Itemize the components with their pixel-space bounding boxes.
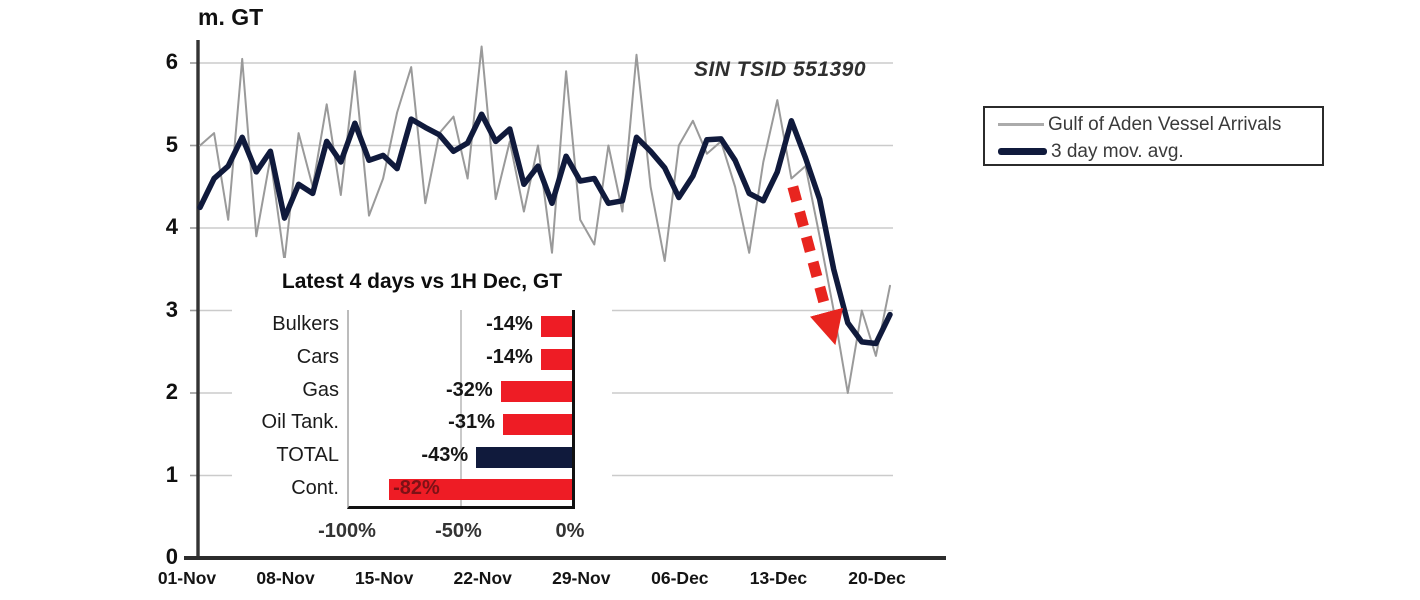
inset-bar-chart: Latest 4 days vs 1H Dec, GT Bulkers Cars G… [232,258,612,552]
y-tick-label: 3 [165,296,178,322]
series-line-1 [197,111,893,347]
legend-line-swatch [998,148,1047,155]
series-line-0 [199,45,891,394]
inset-bar-value-label: -14% [486,313,533,336]
inset-bar-value-label: -82% [393,476,440,499]
legend-item: Gulf of Aden Vessel Arrivals [985,111,1322,138]
inset-category-label: Oil Tank. [261,411,339,434]
x-tick-label: 06-Dec [651,568,709,588]
inset-title: Latest 4 days vs 1H Dec, GT [281,270,563,293]
y-axis-title: m. GT [198,4,264,30]
y-tick-label: 4 [165,214,178,239]
inset-bar-cont [389,479,572,501]
inset-bar-value-label: -31% [448,411,495,434]
x-tick-label: 15-Nov [354,568,414,588]
legend-item: 3 day mov. avg. [985,138,1322,165]
inset-x-tick-label: 0% [555,520,585,542]
x-tick-label: 01-Nov [157,568,217,588]
x-tick-label: 13-Dec [749,568,808,588]
drop-arrow [787,185,843,346]
inset-x-tick-label: -50% [435,520,482,542]
x-tick-label: 08-Nov [256,568,315,588]
inset-category-label: Cont. [291,476,339,499]
inset-category-label: Bulkers [272,313,339,336]
legend-rows: Gulf of Aden Vessel Arrivals 3 day mov. a… [985,111,1322,165]
legend-label: 3 day mov. avg. [1051,140,1184,162]
inset-category-label: TOTAL [276,444,339,466]
y-tick-label: 6 [165,49,178,74]
x-tick-label: 20-Dec [848,568,906,588]
inset-bar-total [476,446,572,468]
inset-bar-oiltank [502,413,572,435]
y-tick-label: 1 [165,461,178,487]
legend-line-swatch [998,123,1044,126]
legend: Gulf of Aden Vessel Arrivals 3 day mov. a… [983,106,1324,166]
x-tick-label: 22-Nov [453,568,512,588]
chart-annotation: SIN TSID 551390 [693,58,867,81]
y-tick-label: 2 [165,379,178,404]
inset-category-label: Cars [296,346,339,368]
inset-x-tick-label: -100% [318,520,376,542]
y-tick-label: 5 [165,131,178,157]
inset-bar-gas [500,381,572,403]
inset-bar-value-label: -43% [421,444,469,466]
inset-gridline [459,310,462,506]
x-tick-label: 29-Nov [552,568,611,588]
inset-plot-area: -14% -14% -32% -31% -43% -82% [347,310,575,509]
inset-category-label: Gas [302,378,339,401]
inset-bar-value-label: -32% [445,378,493,401]
inset-bar-bulkers [540,315,572,337]
inset-bar-value-label: -14% [486,346,533,368]
y-tick-label: 0 [165,544,178,569]
legend-label: Gulf of Aden Vessel Arrivals [1048,113,1282,135]
inset-bar-cars [540,348,572,370]
